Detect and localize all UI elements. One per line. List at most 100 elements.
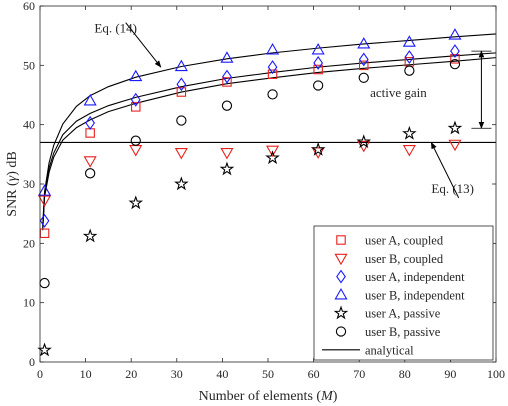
x-tick-label: 70 — [353, 367, 365, 381]
x-tick-label: 10 — [80, 367, 92, 381]
x-tick-label: 0 — [37, 367, 43, 381]
data-point — [219, 161, 235, 176]
data-point — [402, 125, 417, 140]
legend-entry: user B, passive — [335, 325, 441, 339]
data-point — [265, 150, 280, 165]
legend-marker — [334, 253, 348, 266]
y-tick-label: 30 — [23, 177, 35, 191]
legend-marker — [335, 326, 347, 337]
data-point — [128, 195, 144, 210]
data-point — [313, 56, 324, 70]
x-tick-label: 40 — [216, 367, 228, 381]
data-point — [404, 65, 415, 76]
data-point — [313, 80, 324, 91]
data-point — [310, 141, 326, 156]
y-axis-label: SNR (γ) dB — [5, 151, 20, 216]
y-tick-label: 20 — [23, 236, 35, 250]
data-point — [266, 145, 280, 158]
data-point — [358, 72, 369, 83]
legend-entry: user A, passive — [333, 305, 441, 321]
data-point — [85, 115, 96, 130]
data-point — [266, 42, 280, 55]
data-point — [174, 59, 188, 72]
y-tick-label: 60 — [23, 0, 35, 13]
data-point — [402, 35, 416, 47]
series-user-a-independent — [39, 44, 460, 228]
legend-label: user A, passive — [365, 307, 441, 321]
data-point — [174, 176, 189, 191]
data-point — [220, 148, 234, 160]
x-tick-label: 20 — [125, 367, 137, 381]
data-point — [174, 148, 188, 160]
legend-label: analytical — [365, 343, 414, 357]
legend-marker — [334, 287, 348, 300]
data-point — [450, 44, 460, 59]
data-point — [131, 102, 141, 112]
legend-label: user A, coupled — [365, 234, 444, 248]
data-point — [311, 42, 325, 55]
data-point — [82, 228, 98, 243]
legend-entry: user A, independent — [336, 269, 465, 284]
data-point — [267, 89, 278, 100]
data-point — [38, 195, 52, 207]
data-point — [130, 135, 141, 146]
data-point — [359, 60, 369, 71]
analytical-curve-1 — [42, 33, 497, 226]
data-point — [450, 54, 460, 64]
analytical-curve-2 — [42, 52, 497, 228]
analytical-curve-3 — [42, 57, 497, 231]
y-tick-label: 50 — [23, 58, 35, 72]
data-point — [176, 77, 187, 92]
annotation-label: active gain — [370, 85, 427, 100]
data-point — [313, 64, 323, 75]
legend-marker — [336, 235, 346, 245]
x-axis-label: Number of elements (M) — [199, 389, 338, 404]
annotation-2: Eq. (13) — [430, 141, 474, 199]
data-point — [448, 139, 462, 152]
data-point — [130, 92, 141, 107]
annotation-arrow — [125, 22, 162, 68]
y-tick-label: 0 — [29, 355, 35, 369]
x-tick-label: 80 — [399, 367, 411, 381]
annotation-label: Eq. (13) — [431, 181, 474, 196]
annotation-3: active gain — [370, 50, 492, 129]
y-tick-label: 10 — [23, 296, 35, 310]
legend-label: user B, passive — [365, 325, 441, 339]
data-point — [402, 145, 416, 157]
data-point — [356, 134, 372, 149]
data-point — [404, 50, 415, 64]
data-point — [221, 100, 233, 111]
data-point — [357, 37, 371, 49]
x-tick-label: 50 — [262, 367, 274, 381]
data-point — [220, 51, 234, 63]
legend-label: user B, independent — [365, 288, 465, 302]
legend: user A, coupled user B, coupled user A, in… — [313, 225, 494, 361]
data-point — [449, 58, 461, 70]
annotation-arrow — [430, 141, 460, 199]
data-point — [38, 184, 52, 196]
data-point — [447, 120, 463, 135]
x-tick-label: 60 — [308, 367, 320, 381]
series-user-b-independent — [38, 28, 462, 196]
data-point — [222, 77, 232, 87]
annotation-1: Eq. (14) — [94, 21, 162, 68]
data-point — [129, 69, 143, 82]
x-tick-label: 90 — [444, 367, 456, 381]
data-point — [358, 52, 369, 67]
data-point — [83, 156, 97, 168]
data-point — [267, 60, 278, 75]
data-point — [83, 94, 97, 106]
x-tick-label: 30 — [171, 367, 183, 381]
legend-entry: analytical — [322, 343, 414, 357]
data-point — [85, 168, 96, 179]
data-point — [448, 28, 462, 40]
data-point — [267, 69, 278, 79]
data-markers — [37, 28, 463, 357]
annotations: Eq. (14) Eq. (13) active gain — [94, 21, 492, 199]
series-user-a-coupled — [39, 54, 460, 238]
legend-entry: user B, independent — [334, 287, 465, 302]
x-tick-label: 100 — [487, 367, 505, 381]
data-point — [176, 115, 187, 126]
legend-marker — [336, 269, 346, 284]
legend-marker — [333, 305, 349, 320]
